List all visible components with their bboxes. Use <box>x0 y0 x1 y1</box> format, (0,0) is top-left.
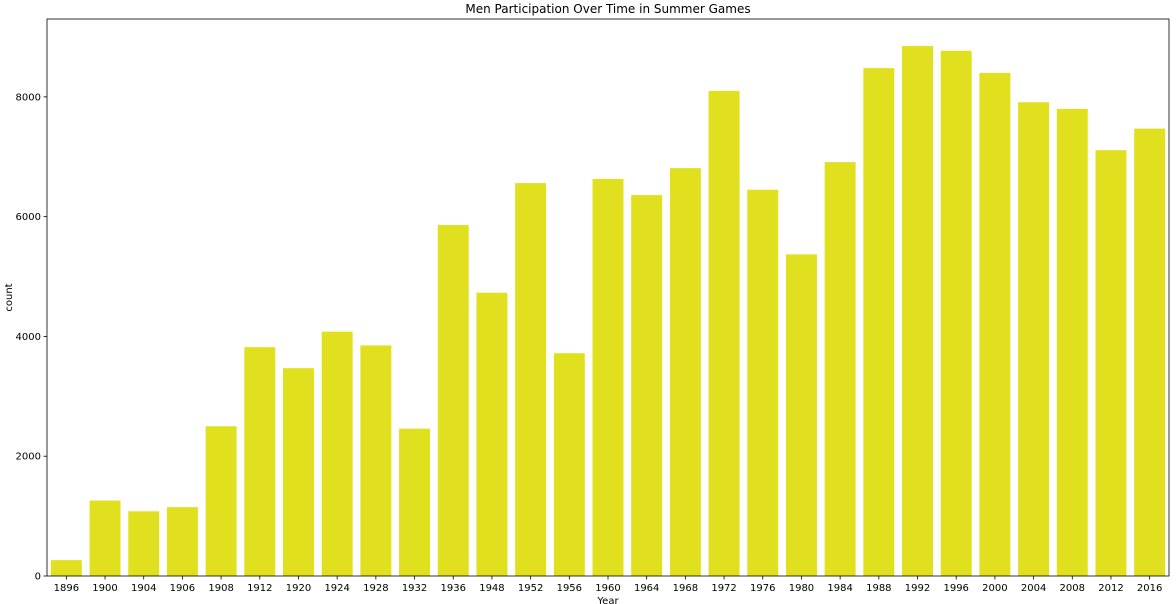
bar-1968 <box>669 168 701 576</box>
x-tick-label: 1900 <box>92 583 117 594</box>
x-axis-label: Year <box>596 596 619 604</box>
x-axis-ticks: 1896 1900 1904 1906 1908 1912 1920 1924 1928 1932… <box>54 576 1162 594</box>
x-tick-label: 1964 <box>634 583 659 594</box>
bar-1976 <box>747 189 779 576</box>
x-tick-label: 2012 <box>1098 583 1123 594</box>
x-tick-label: 1976 <box>750 583 775 594</box>
bar-1906 <box>166 507 198 576</box>
x-tick-label: 1904 <box>131 583 156 594</box>
x-tick-label: 2008 <box>1060 583 1085 594</box>
bar-1992 <box>902 45 933 577</box>
bar-2012 <box>1095 150 1127 576</box>
y-tick-label: 0 <box>35 572 41 583</box>
x-tick-label: 1936 <box>441 583 466 594</box>
bar-1920 <box>283 368 314 576</box>
bar-1928 <box>360 345 392 576</box>
x-tick-label: 1908 <box>208 583 233 594</box>
bar-1980 <box>785 254 817 576</box>
bar-1964 <box>631 195 663 577</box>
x-tick-label: 1912 <box>247 583 272 594</box>
x-tick-label: 1972 <box>711 583 736 594</box>
x-tick-label: 1928 <box>363 583 388 594</box>
x-tick-label: 1984 <box>827 583 852 594</box>
x-tick-label: 1960 <box>595 583 620 594</box>
x-tick-label: 1924 <box>324 583 349 594</box>
x-tick-label: 2016 <box>1137 583 1162 594</box>
x-tick-label: 1980 <box>789 583 814 594</box>
bar-1956 <box>553 353 585 576</box>
x-tick-label: 1932 <box>402 583 427 594</box>
x-tick-label: 1920 <box>286 583 311 594</box>
bar-1948 <box>476 292 508 576</box>
bar-1984 <box>824 162 856 576</box>
bar-1996 <box>940 50 972 576</box>
bar-1924 <box>321 331 353 576</box>
bar-2016 <box>1134 128 1166 577</box>
x-tick-label: 1968 <box>673 583 698 594</box>
bar-1972 <box>708 90 740 576</box>
bar-1932 <box>399 428 431 576</box>
bar-2000 <box>979 72 1011 576</box>
bar-1960 <box>592 178 624 576</box>
y-axis-label: count <box>4 283 15 311</box>
x-tick-label: 1956 <box>557 583 582 594</box>
bar-1908 <box>205 426 237 576</box>
x-tick-label: 1896 <box>54 583 79 594</box>
x-tick-label: 1952 <box>518 583 543 594</box>
bar-1952 <box>515 183 547 576</box>
x-tick-label: 2000 <box>982 583 1007 594</box>
bar-1896 <box>50 560 82 576</box>
plot-frame <box>46 18 1170 577</box>
bars-group <box>50 45 1166 577</box>
y-axis-ticks: 0 2000 4000 6000 8000 <box>16 92 47 583</box>
x-tick-label: 1996 <box>943 583 968 594</box>
x-tick-label: 1992 <box>905 583 930 594</box>
x-tick-label: 1988 <box>866 583 891 594</box>
bar-2004 <box>1018 102 1050 576</box>
chart-title: Men Participation Over Time in Summer Ga… <box>465 2 750 16</box>
bar-1988 <box>863 68 895 577</box>
bar-1900 <box>89 500 121 576</box>
bar-1912 <box>244 347 276 576</box>
x-tick-label: 1906 <box>170 583 195 594</box>
y-tick-label: 4000 <box>16 332 41 343</box>
x-tick-label: 1948 <box>479 583 504 594</box>
bar-1936 <box>437 225 469 577</box>
y-tick-label: 6000 <box>16 212 41 223</box>
x-tick-label: 2004 <box>1021 583 1046 594</box>
bar-2008 <box>1056 108 1088 576</box>
y-tick-label: 2000 <box>16 452 41 463</box>
bar-1904 <box>128 511 160 576</box>
y-tick-label: 8000 <box>16 92 41 103</box>
